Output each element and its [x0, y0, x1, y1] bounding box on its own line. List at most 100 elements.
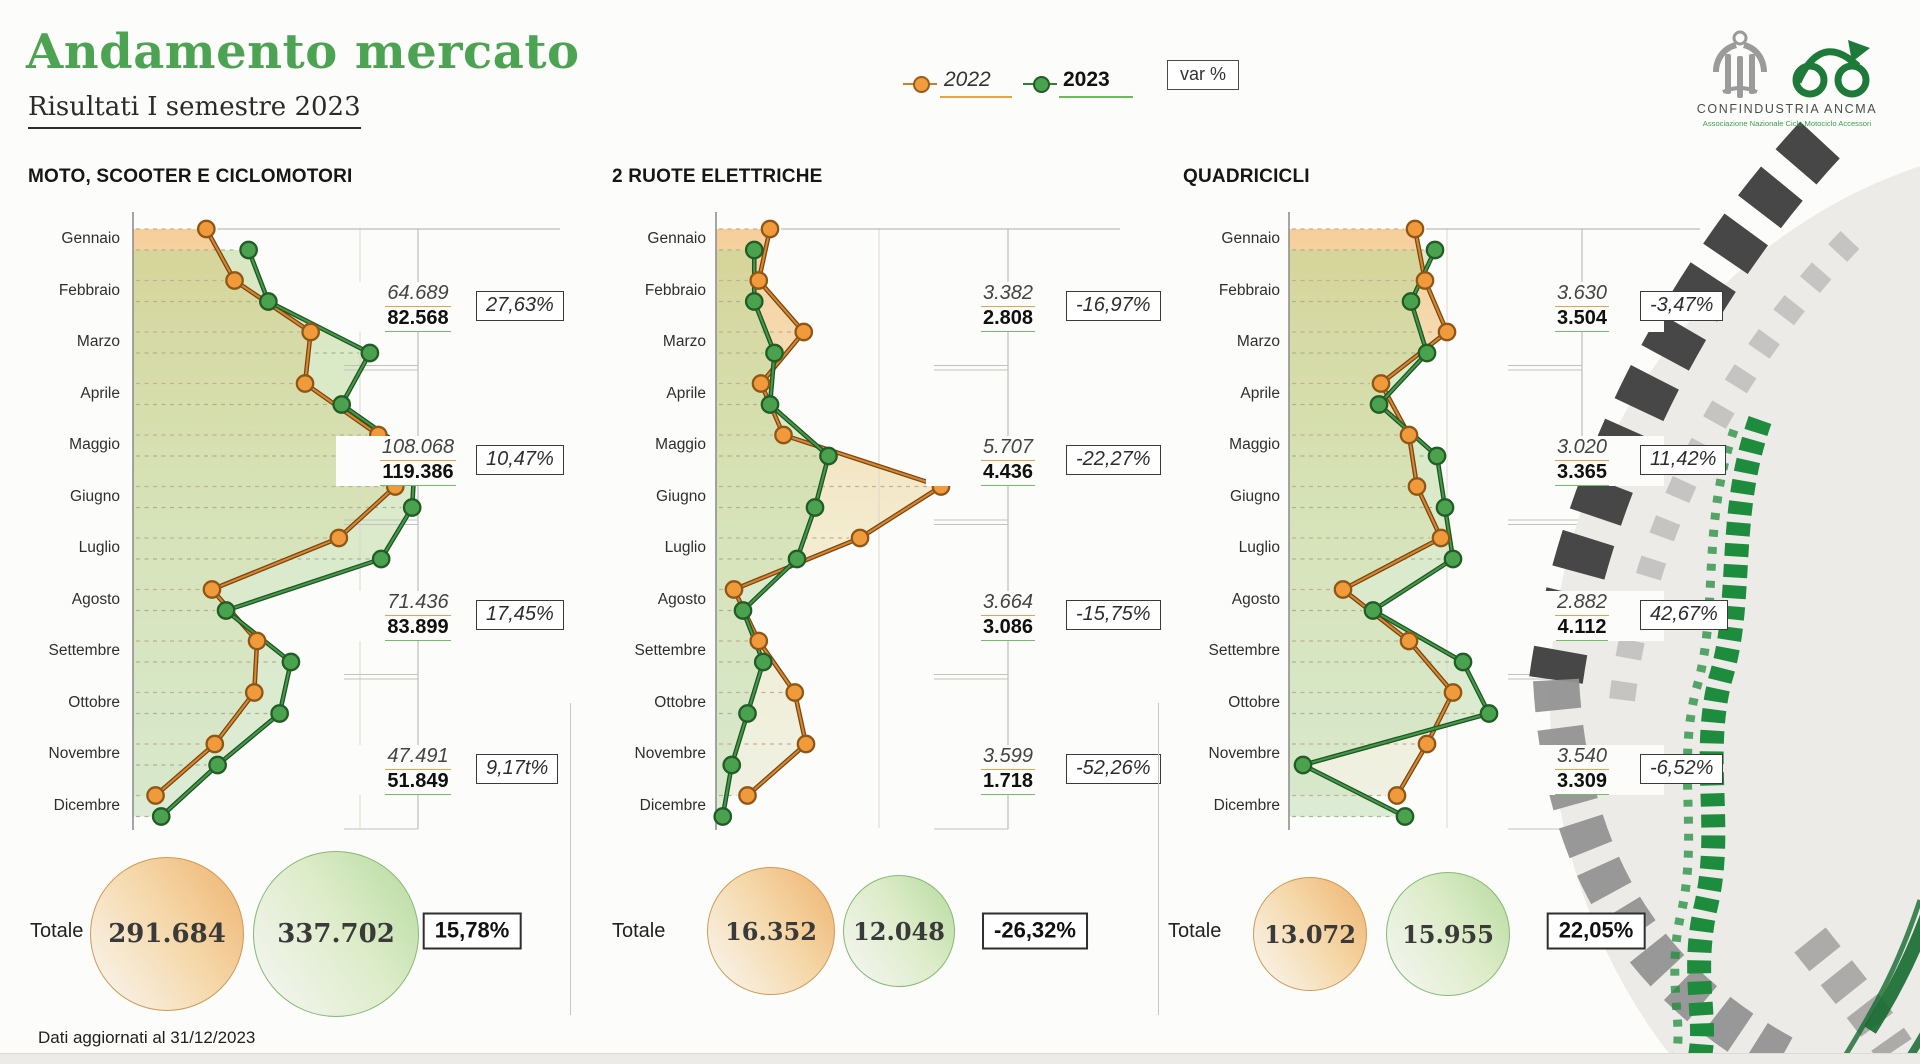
quarter-var-box: -52,26% — [1066, 754, 1161, 784]
quarter-2022-value: 3.630 — [1554, 282, 1610, 307]
quarter-values: 47.491 51.849 — [336, 745, 500, 795]
data-point-2023-Novembre — [722, 755, 742, 775]
green-tread-echo — [1669, 428, 1739, 1064]
quarter-2023-value: 82.568 — [385, 307, 451, 332]
data-point-2022-Marzo — [301, 322, 321, 342]
quarter-2023-value: 4.112 — [1555, 616, 1609, 641]
panel-title-quadricicli: QUADRICICLI — [1183, 166, 1310, 187]
area-2023 — [716, 250, 829, 817]
data-point-2023-Gennaio — [239, 240, 258, 260]
month-label-febbraio: Febbraio — [58, 281, 120, 299]
data-point-2022-Gennaio — [196, 219, 216, 239]
data-point-2023-Settembre — [281, 652, 301, 672]
data-point-2023-Novembre — [1293, 755, 1313, 775]
total-2022-circle: 13.072 — [1253, 877, 1367, 991]
panel-title-elettriche: 2 RUOTE ELETTRICHE — [612, 166, 823, 187]
month-label-dicembre: Dicembre — [53, 796, 120, 814]
data-point-2022-Maggio — [774, 425, 793, 445]
data-point-2023-Dicembre — [713, 807, 733, 826]
totals-divider-2 — [1158, 703, 1159, 1015]
data-point-2022-Dicembre — [1387, 786, 1407, 805]
green-tread — [1686, 416, 1772, 1064]
quarter-2023-value: 3.086 — [980, 616, 1036, 641]
quarter-values: 3.540 3.309 — [1500, 745, 1664, 795]
month-label-marzo: Marzo — [76, 333, 120, 350]
data-point-2022-Novembre — [796, 734, 816, 754]
data-point-2022-Settembre — [247, 631, 267, 651]
data-point-2022-Settembre — [1399, 631, 1419, 651]
quarter-2023-value: 51.849 — [385, 770, 451, 795]
legend-2023-label: 2023 — [1063, 68, 1110, 91]
data-point-2023-Settembre — [753, 652, 773, 672]
data-point-2022-Gennaio — [760, 219, 780, 239]
data-point-2023-Luglio — [371, 549, 391, 569]
quarter-values: 71.436 83.899 — [336, 590, 500, 641]
tire-tread-bottom — [1794, 927, 1912, 1062]
quarter-var-box: -6,52% — [1640, 754, 1724, 784]
data-point-2023-Gennaio — [1425, 240, 1445, 260]
quarter-2022-value: 71.436 — [385, 591, 451, 616]
total-var-box: -26,32% — [982, 912, 1088, 950]
data-point-2023-Marzo — [765, 343, 784, 363]
data-point-2022-Aprile — [751, 374, 771, 393]
month-label-settembre: Settembre — [634, 642, 706, 659]
data-point-2022-Agosto — [1333, 580, 1353, 599]
bottom-strip — [0, 1053, 1920, 1064]
quarter-2022-value: 3.020 — [1554, 436, 1610, 461]
total-2023-circle: 12.048 — [843, 875, 955, 987]
data-point-2023-Ottobre — [1479, 704, 1499, 723]
month-label-ottobre: Ottobre — [654, 693, 706, 711]
quarter-values: 3.630 3.504 — [1500, 281, 1664, 332]
month-label-maggio: Maggio — [69, 436, 120, 453]
month-label-gennaio: Gennaio — [1221, 230, 1280, 247]
month-label-gennaio: Gennaio — [61, 230, 120, 247]
quarter-values: 3.599 1.718 — [926, 745, 1090, 795]
data-point-2022-Maggio — [1399, 425, 1419, 445]
quarter-values: 3.382 2.808 — [926, 281, 1090, 332]
month-label-gennaio: Gennaio — [647, 230, 706, 247]
total-2022-circle: 16.352 — [707, 867, 835, 995]
month-label-agosto: Agosto — [657, 590, 706, 608]
data-point-2023-Agosto — [1363, 601, 1383, 620]
data-point-2022-Aprile — [295, 374, 315, 393]
quarter-2022-value: 3.664 — [980, 591, 1036, 616]
quarter-var-box: -15,75% — [1066, 599, 1161, 630]
legend-2023-dot-icon — [1033, 76, 1050, 93]
data-point-2022-Dicembre — [738, 786, 757, 805]
month-label-maggio: Maggio — [655, 436, 706, 453]
ancma-moto-icon — [1792, 40, 1870, 98]
data-point-2023-Giugno — [402, 498, 422, 517]
data-point-2023-Maggio — [1427, 446, 1447, 466]
data-point-2023-Maggio — [819, 446, 838, 466]
quarter-2022-value: 2.882 — [1554, 591, 1610, 616]
data-point-2023-Dicembre — [151, 807, 171, 826]
quarter-var-box: -16,97% — [1066, 290, 1161, 321]
quarter-values: 5.707 4.436 — [926, 436, 1090, 486]
data-point-2023-Settembre — [1453, 652, 1473, 672]
quarter-2023-value: 119.386 — [380, 461, 456, 486]
area-2022 — [716, 229, 941, 796]
quarter-2023-value: 3.309 — [1554, 770, 1610, 795]
quarter-var-box: 10,47% — [476, 445, 564, 475]
data-point-2023-Febbraio — [259, 292, 278, 311]
quarter-var-box: 42,67% — [1640, 599, 1728, 630]
legend-2023-underline — [1059, 96, 1133, 98]
quarter-2022-value: 64.689 — [385, 282, 451, 307]
data-point-2022-Ottobre — [785, 683, 805, 702]
data-point-2023-Marzo — [360, 343, 380, 363]
total-2022-circle: 291.684 — [90, 857, 244, 1011]
data-point-2022-Ottobre — [244, 683, 264, 702]
total-label: Totale — [1168, 920, 1222, 942]
data-point-2022-Febbraio — [225, 271, 244, 290]
data-point-2023-Ottobre — [270, 704, 289, 723]
green-brush-3 — [1837, 899, 1920, 1064]
quarter-values: 3.020 3.365 — [1500, 436, 1664, 486]
total-2023-circle: 337.702 — [253, 851, 419, 1017]
legend-2022-underline — [940, 96, 1012, 98]
data-point-2022-Novembre — [1417, 734, 1437, 754]
data-point-2023-Aprile — [760, 395, 780, 414]
data-point-2023-Aprile — [332, 395, 352, 414]
quarter-2022-value: 3.599 — [980, 745, 1036, 770]
